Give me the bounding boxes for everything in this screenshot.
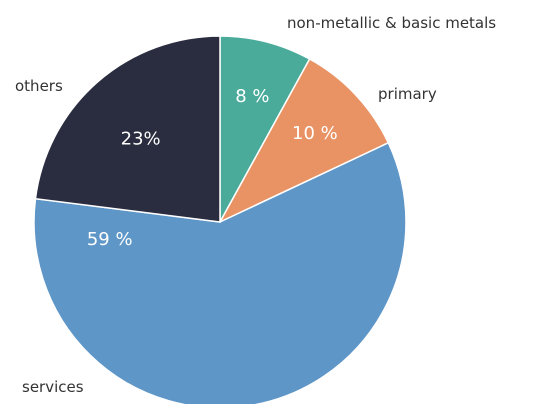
value-label-non-metallic-and-basic-metals: 8 % [235, 86, 269, 107]
pie-slice-services [33, 141, 407, 404]
slices-group [33, 35, 407, 404]
value-labels-group: 8 % 10 % 59 % 23% [87, 86, 338, 250]
value-label-primary: 10 % [292, 123, 338, 144]
value-label-services: 59 % [87, 229, 133, 250]
category-label-primary: primary [378, 85, 437, 103]
category-labels-group: non-metallic & basic metals primary servic… [15, 14, 496, 396]
category-label-others: others [15, 77, 63, 95]
pie-slice-non-metallic-and-basic-metals [219, 35, 311, 223]
pie-slice-others [34, 35, 221, 223]
category-label-non-metallic-and-basic-metals: non-metallic & basic metals [287, 14, 496, 32]
value-label-others: 23% [121, 128, 161, 149]
pie-slice-primary [218, 57, 390, 224]
category-label-services: services [22, 378, 84, 396]
